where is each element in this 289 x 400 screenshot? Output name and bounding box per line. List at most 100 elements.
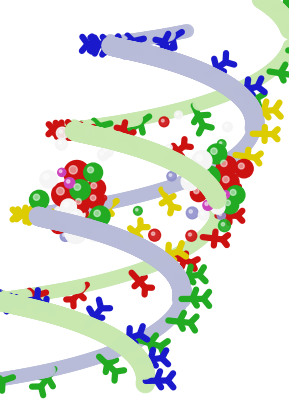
Circle shape (57, 187, 64, 195)
Circle shape (90, 206, 110, 226)
Circle shape (87, 192, 104, 209)
Circle shape (211, 200, 225, 214)
Circle shape (64, 202, 69, 207)
Circle shape (169, 174, 172, 176)
Circle shape (223, 181, 225, 184)
Circle shape (212, 192, 219, 200)
Circle shape (198, 209, 209, 220)
Circle shape (192, 151, 212, 170)
Circle shape (218, 220, 230, 232)
Circle shape (218, 172, 239, 193)
Circle shape (235, 160, 253, 178)
Circle shape (34, 194, 40, 200)
Circle shape (203, 180, 224, 200)
Circle shape (181, 172, 199, 190)
Circle shape (134, 206, 142, 215)
Circle shape (190, 185, 207, 202)
Circle shape (82, 229, 85, 232)
Circle shape (194, 172, 198, 176)
Circle shape (58, 168, 66, 176)
Circle shape (227, 186, 245, 204)
Circle shape (217, 212, 225, 220)
Circle shape (88, 167, 94, 173)
Circle shape (167, 172, 176, 181)
Circle shape (101, 145, 113, 157)
Circle shape (214, 149, 221, 157)
Circle shape (80, 214, 89, 224)
Circle shape (69, 203, 79, 214)
Circle shape (230, 190, 236, 195)
Circle shape (61, 199, 76, 215)
Circle shape (56, 138, 67, 150)
Circle shape (80, 210, 83, 213)
Circle shape (211, 148, 217, 154)
Circle shape (223, 176, 229, 183)
Circle shape (59, 212, 64, 216)
Circle shape (77, 211, 85, 219)
Circle shape (82, 217, 85, 219)
Circle shape (78, 208, 88, 218)
Circle shape (68, 127, 70, 130)
Circle shape (59, 130, 62, 133)
Circle shape (223, 122, 232, 132)
Circle shape (72, 195, 90, 213)
Circle shape (69, 166, 77, 174)
Circle shape (56, 127, 68, 139)
Circle shape (104, 148, 107, 151)
Circle shape (87, 179, 105, 197)
Circle shape (79, 212, 81, 215)
Circle shape (223, 192, 226, 195)
Circle shape (81, 230, 84, 232)
Circle shape (64, 160, 90, 186)
Circle shape (214, 203, 218, 207)
Circle shape (43, 174, 49, 180)
Circle shape (136, 208, 138, 211)
Circle shape (29, 190, 49, 210)
Circle shape (220, 180, 227, 187)
Circle shape (40, 170, 57, 188)
Circle shape (75, 230, 79, 233)
Circle shape (100, 152, 103, 155)
Circle shape (89, 230, 100, 242)
Circle shape (72, 227, 85, 240)
Circle shape (149, 229, 161, 241)
Circle shape (185, 176, 190, 182)
Circle shape (81, 219, 95, 232)
Circle shape (80, 227, 90, 237)
Circle shape (225, 200, 230, 206)
Circle shape (71, 206, 74, 209)
Circle shape (213, 194, 215, 196)
Circle shape (55, 206, 66, 217)
Circle shape (221, 160, 227, 166)
Circle shape (73, 212, 77, 216)
Circle shape (76, 198, 81, 204)
Circle shape (208, 184, 214, 191)
Circle shape (66, 125, 74, 134)
Circle shape (92, 219, 95, 222)
Circle shape (225, 124, 227, 127)
Circle shape (65, 222, 86, 244)
Circle shape (238, 163, 244, 169)
Circle shape (91, 183, 97, 188)
Circle shape (92, 233, 95, 236)
Circle shape (94, 210, 100, 216)
Circle shape (167, 146, 169, 148)
Circle shape (217, 140, 226, 148)
Circle shape (207, 144, 227, 164)
Circle shape (192, 170, 204, 181)
Circle shape (205, 202, 208, 206)
Circle shape (60, 231, 71, 242)
Circle shape (51, 219, 66, 234)
Circle shape (57, 209, 60, 212)
Circle shape (162, 119, 164, 122)
Circle shape (101, 195, 107, 201)
Circle shape (220, 179, 230, 189)
Circle shape (66, 180, 70, 183)
Circle shape (221, 182, 223, 184)
Circle shape (58, 141, 62, 144)
Circle shape (175, 111, 182, 119)
Circle shape (84, 127, 94, 137)
Circle shape (56, 208, 71, 223)
Circle shape (84, 163, 103, 182)
Circle shape (221, 222, 225, 226)
